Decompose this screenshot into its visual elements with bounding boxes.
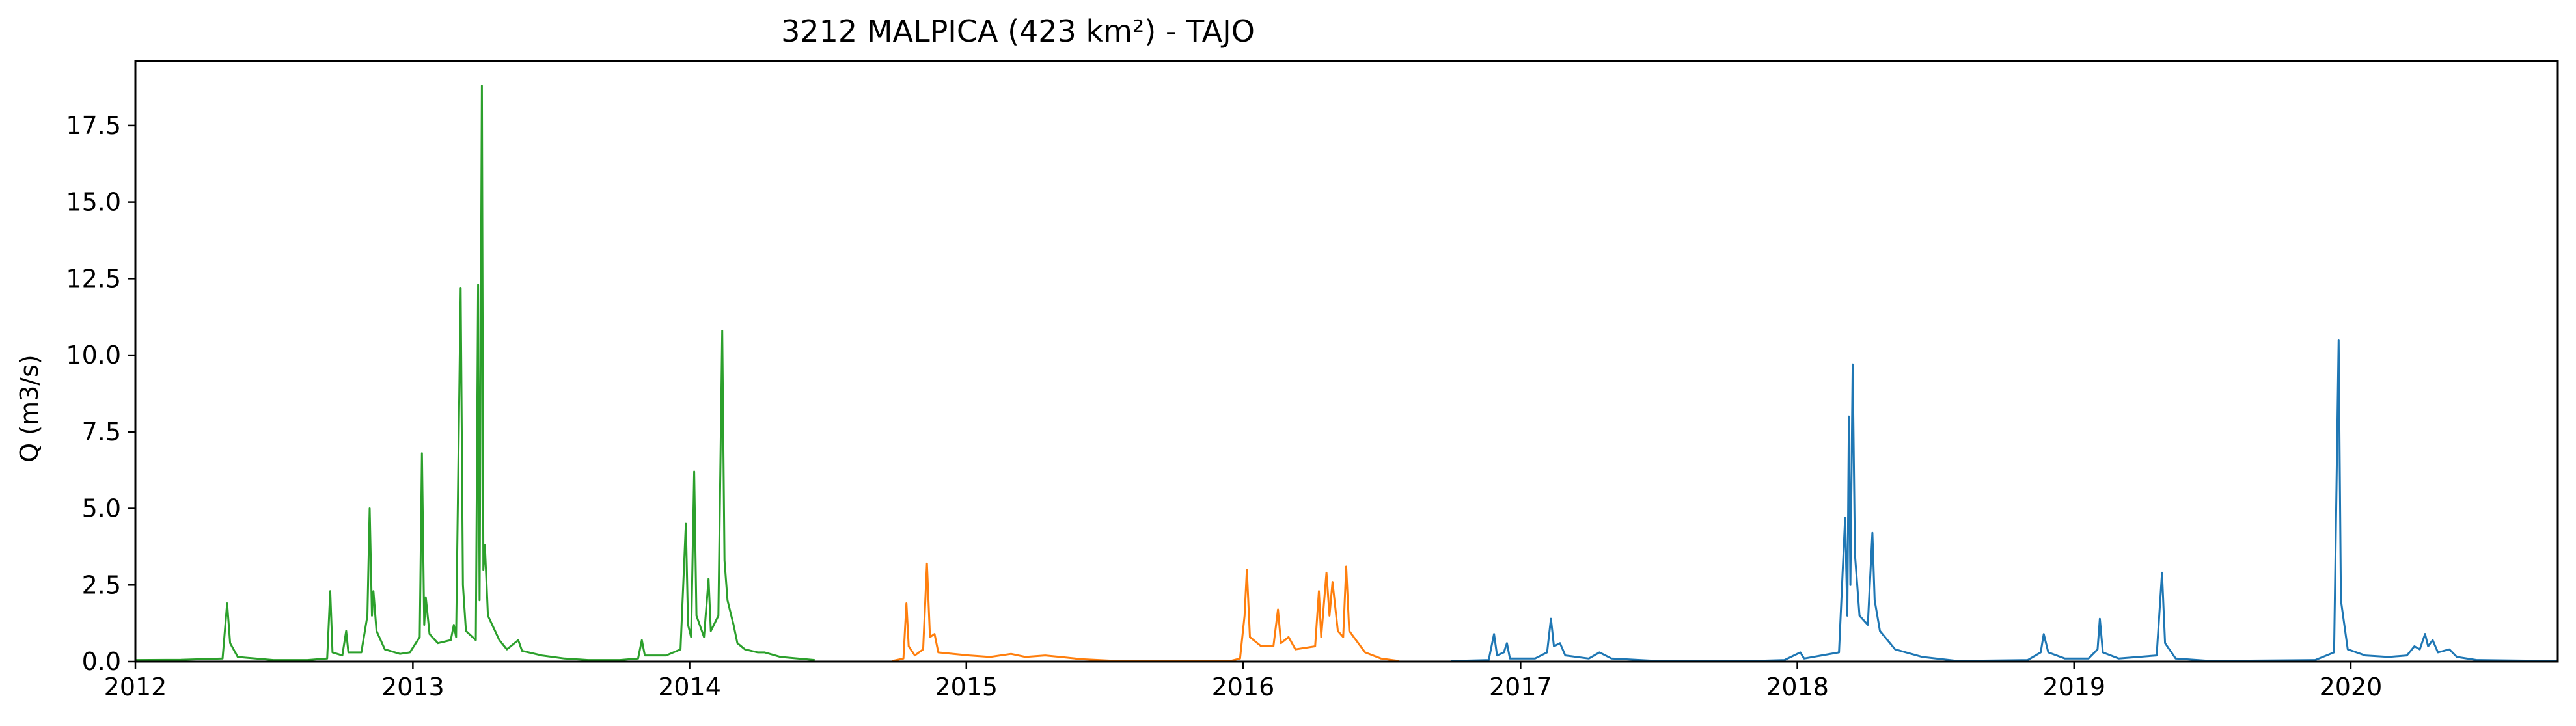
x-tick-label: 2018 (1766, 673, 1829, 701)
tick-layer: 2012 2013 2014 2015 2016 2017 2018 2019 2020 0.0 2… (66, 111, 2382, 701)
y-tick-label: 2.5 (82, 571, 121, 599)
y-tick-label: 12.5 (66, 264, 121, 293)
x-tick-label: 2020 (2320, 673, 2383, 701)
x-tick-label: 2014 (658, 673, 721, 701)
x-tick-label: 2015 (935, 673, 998, 701)
x-tick-label: 2016 (1212, 673, 1275, 701)
series-layer (135, 85, 2558, 662)
chart-title: 3212 MALPICA (423 km²) - TAJO (781, 14, 1255, 49)
y-axis-label: Q (m3/s) (15, 355, 44, 462)
y-tick-label: 17.5 (66, 111, 121, 140)
y-tick-label: 0.0 (82, 647, 121, 676)
y-tick-label: 5.0 (82, 494, 121, 523)
y-tick-label: 10.0 (66, 341, 121, 370)
plot-area-frame (134, 60, 2559, 663)
y-tick-label: 15.0 (66, 188, 121, 217)
x-tick-label: 2013 (381, 673, 445, 701)
y-tick-label: 7.5 (82, 418, 121, 446)
series-line-3 (1451, 339, 2558, 662)
series-line-2 (892, 562, 1400, 662)
x-tick-label: 2019 (2042, 673, 2105, 701)
x-tick-label: 2017 (1489, 673, 1552, 701)
series-line-1 (135, 85, 815, 662)
x-tick-label: 2012 (104, 673, 167, 701)
